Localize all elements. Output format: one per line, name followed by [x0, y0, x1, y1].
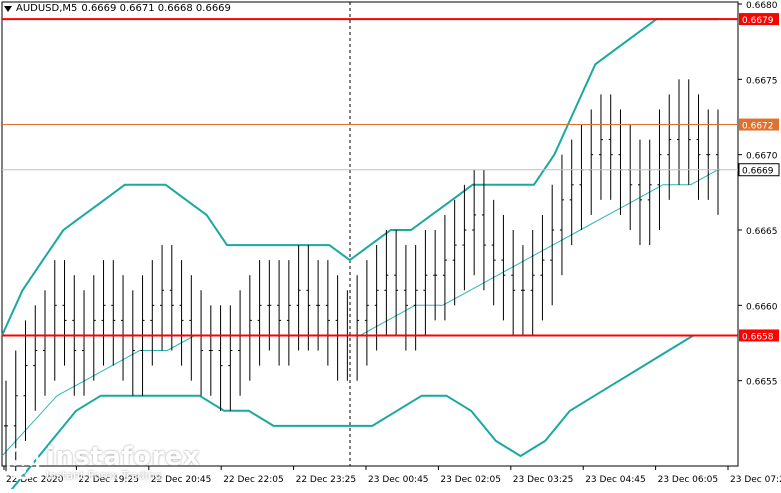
logo-icon	[6, 446, 40, 480]
current-price-tag	[738, 163, 780, 177]
symbol-header: AUDUSD,M5 0.6669 0.6671 0.6668 0.6669	[4, 3, 231, 14]
x-tick-label: 23 Dec 00:45	[368, 475, 429, 485]
dropdown-triangle-icon[interactable]	[4, 5, 12, 12]
y-tick-label: 0.6665	[746, 227, 778, 237]
symbol-name: AUDUSD,M5	[16, 3, 78, 14]
level-price-tag	[739, 118, 779, 131]
logo-tagline: Instant Forex Trading	[46, 469, 162, 482]
moving-average-line	[1, 169, 719, 457]
watermark-logo: instaforex Instant Forex Trading	[6, 444, 200, 482]
plot-frame	[1, 1, 739, 467]
x-tick-label: 23 Dec 04:45	[585, 475, 646, 485]
upper-bollinger-band	[1, 18, 718, 336]
current-price-label: 0.6669	[742, 167, 774, 177]
level-price-label: 0.6672	[742, 122, 774, 132]
x-tick-label: 23 Dec 06:05	[658, 475, 719, 485]
y-tick-label: 0.6655	[746, 378, 778, 388]
x-tick-label: 22 Dec 2020	[6, 475, 64, 485]
x-tick-label: 22 Dec 20:45	[151, 475, 212, 485]
ohlc-values: 0.6669 0.6671 0.6668 0.6669	[81, 3, 231, 14]
level-price-tag	[739, 329, 779, 342]
level-price-label: 0.6658	[742, 332, 774, 342]
logo-brand: instaforex	[46, 442, 201, 472]
y-tick-label: 0.6680	[746, 1, 778, 11]
x-tick-label: 23 Dec 02:05	[440, 475, 501, 485]
x-tick-label: 23 Dec 03:25	[513, 475, 574, 485]
x-tick-label: 22 Dec 19:25	[78, 475, 139, 485]
lower-bollinger-band	[7, 334, 718, 493]
level-price-label: 0.6679	[742, 16, 774, 26]
x-tick-label: 22 Dec 23:25	[296, 475, 357, 485]
y-tick-label: 0.6660	[746, 302, 778, 312]
x-tick-label: 22 Dec 22:05	[223, 475, 284, 485]
x-tick-label: 23 Dec 07:25	[730, 475, 781, 485]
y-tick-label: 0.6670	[746, 152, 778, 162]
level-price-tag	[739, 13, 779, 26]
y-tick-label: 0.6675	[746, 76, 778, 86]
